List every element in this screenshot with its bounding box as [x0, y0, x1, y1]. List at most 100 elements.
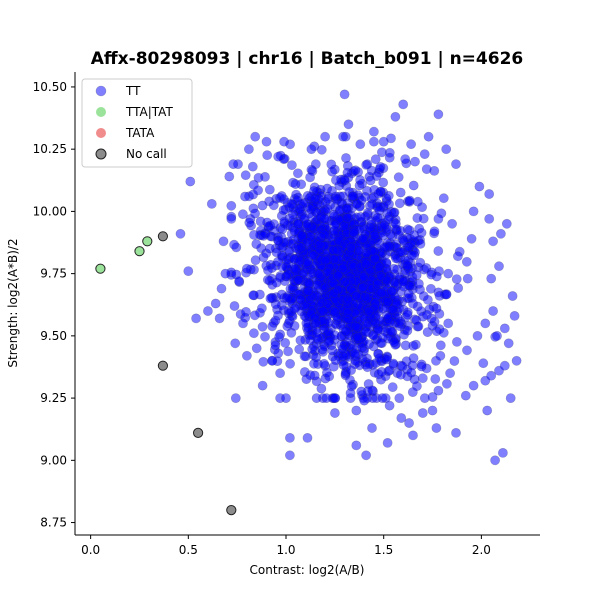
data-point [316, 232, 327, 243]
data-point [289, 303, 300, 314]
data-point [312, 327, 322, 338]
legend-label: No call [126, 147, 167, 161]
data-point [337, 263, 348, 274]
data-point [226, 213, 237, 224]
data-point [292, 168, 303, 179]
data-point [250, 208, 260, 219]
data-point [367, 423, 377, 433]
data-point [505, 393, 516, 403]
data-point [295, 335, 306, 346]
data-point [503, 338, 514, 349]
legend: TT TTA|TAT TATA No call [81, 78, 193, 168]
data-point [216, 283, 227, 294]
data-point [451, 159, 461, 169]
data-point [461, 256, 472, 267]
data-point [202, 306, 213, 316]
data-point [350, 321, 361, 332]
data-point [267, 355, 278, 366]
data-point [396, 413, 407, 423]
data-point [394, 198, 405, 209]
data-point [253, 185, 263, 196]
data-point [313, 269, 324, 280]
data-point [390, 277, 400, 288]
data-point [263, 265, 273, 276]
data-point [301, 374, 312, 384]
points-layer [95, 89, 522, 516]
legend-marker [96, 128, 106, 138]
data-point [497, 447, 508, 458]
data-point [310, 318, 321, 329]
data-point [468, 206, 479, 217]
data-point [494, 261, 504, 272]
data-point [316, 383, 327, 394]
data-point [268, 200, 279, 211]
data-point [422, 294, 433, 305]
data-point [241, 263, 252, 274]
data-point [237, 209, 248, 220]
data-point [460, 390, 471, 401]
data-point [277, 224, 288, 235]
data-point [285, 358, 295, 369]
data-point [317, 344, 328, 355]
data-point [355, 139, 366, 150]
data-point [276, 191, 287, 201]
data-point [390, 111, 401, 122]
data-point [488, 236, 498, 247]
data-point [281, 292, 292, 303]
data-point [260, 171, 270, 182]
data-point [257, 200, 268, 211]
data-point [495, 228, 506, 239]
data-point [417, 408, 428, 418]
x-tick-label: 2.0 [472, 543, 491, 557]
y-tick-label: 9.50 [40, 329, 67, 343]
data-point [372, 279, 383, 290]
data-point [134, 246, 145, 257]
data-point [408, 340, 419, 351]
legend-marker [96, 107, 106, 117]
y-tick-label: 10.50 [33, 80, 67, 94]
data-point [286, 160, 297, 170]
data-point [449, 356, 460, 366]
data-point [415, 238, 426, 249]
data-point [358, 271, 369, 282]
data-point [256, 303, 267, 314]
data-point [400, 154, 411, 164]
data-point [360, 291, 371, 302]
data-point [302, 432, 313, 443]
data-point [509, 310, 520, 321]
data-point [330, 307, 340, 318]
data-point [175, 228, 186, 239]
series-no-call [157, 231, 237, 516]
legend-marker [95, 85, 107, 97]
data-point [406, 139, 416, 150]
data-point [368, 126, 379, 137]
data-point [230, 338, 241, 349]
data-point [301, 318, 312, 329]
data-point [355, 175, 365, 185]
data-point [376, 147, 387, 158]
data-point [501, 218, 512, 229]
data-point [193, 427, 204, 438]
data-point [441, 144, 452, 155]
data-point [279, 136, 289, 147]
data-point [361, 159, 372, 170]
data-point [342, 307, 353, 318]
data-point [488, 306, 498, 316]
data-point [283, 346, 293, 357]
data-point [398, 276, 409, 287]
data-point [435, 350, 446, 361]
data-point [95, 263, 106, 274]
data-point [472, 330, 483, 341]
data-point [486, 273, 497, 284]
data-point [364, 339, 374, 350]
data-point [359, 395, 370, 406]
data-point [341, 203, 352, 214]
data-point [214, 313, 225, 324]
data-point [443, 268, 454, 279]
data-point [430, 374, 441, 384]
data-point [307, 344, 318, 354]
data-point [408, 180, 419, 191]
data-point [329, 408, 340, 418]
data-point [349, 348, 360, 359]
data-point [447, 218, 457, 229]
